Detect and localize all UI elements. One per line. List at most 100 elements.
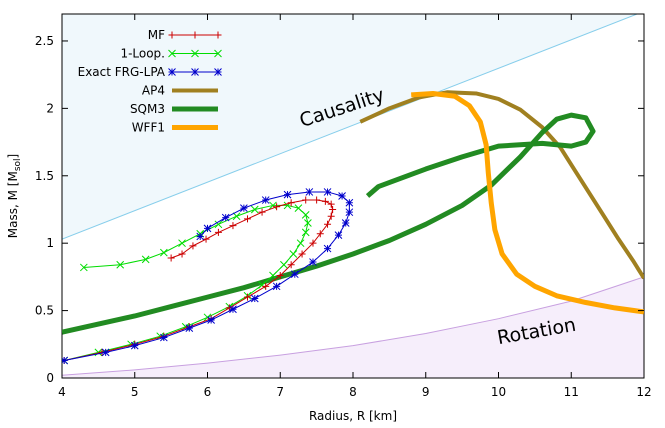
series-mf-point	[178, 250, 186, 258]
series-sqm3	[62, 112, 596, 335]
series-mf-point	[287, 199, 295, 207]
series-mf-point	[309, 239, 317, 247]
series-mf-point	[298, 250, 306, 258]
series-mf-point	[276, 272, 284, 280]
series-exact-frg-lpa-point	[334, 231, 343, 239]
series-exact-frg-lpa-point	[283, 190, 292, 199]
series-1-loop-point	[280, 260, 288, 269]
series-exact-frg-lpa-point	[345, 198, 354, 207]
x-axis-ticks: 4 5 6 7 8 9 10 11 12	[58, 14, 652, 399]
series-exact-frg-lpa-point	[309, 258, 317, 266]
series-exact-frg-lpa-point	[323, 188, 332, 196]
legend-marker-1-loop	[191, 49, 199, 58]
x-tick-label: 11	[564, 385, 579, 399]
series-exact-frg-lpa-point	[207, 316, 215, 324]
series-1-loop-point	[296, 239, 305, 248]
legend-marker-exact-frg-lpa	[214, 68, 222, 76]
legend-label-mf: MF	[148, 28, 165, 42]
regions-layer	[62, 14, 644, 378]
series-exact-frg-lpa-point	[203, 224, 212, 233]
series-wff1-line	[411, 91, 644, 315]
series-exact-frg-lpa-point	[130, 341, 139, 350]
y-tick-label: 0.5	[35, 304, 54, 318]
series-1-loop-point	[79, 263, 88, 272]
series-exact-frg-lpa-point	[323, 244, 332, 253]
series-1-loop-point	[294, 204, 303, 212]
series-mf-point	[167, 254, 175, 262]
series-1-loop-line	[64, 204, 309, 361]
series-mf-point	[313, 196, 321, 204]
x-tick-label: 12	[636, 385, 651, 399]
series-exact-frg-lpa-point	[341, 219, 350, 227]
series-1-loop-point	[250, 205, 259, 214]
series-mf-point	[302, 196, 310, 204]
legend-marker-exact-frg-lpa	[191, 68, 199, 76]
series-exact-frg-lpa-point	[345, 208, 354, 217]
series-mf-point	[324, 220, 332, 228]
series-mf-point	[202, 235, 210, 243]
series-exact-frg-lpa-point	[261, 196, 270, 204]
legend: MF 1-Loop. Exact FRG-LPA AP4 SQM3 WFF1	[78, 28, 222, 135]
series-mf-point	[329, 205, 337, 213]
series-exact-frg-lpa-point	[272, 282, 281, 291]
series-1-loop-point	[269, 271, 277, 280]
series-wff1	[411, 91, 644, 315]
y-tick-label: 1.5	[35, 169, 54, 183]
series-mf-point	[214, 228, 222, 236]
legend-label-1-loop: 1-Loop.	[120, 47, 165, 61]
series-layer	[62, 90, 644, 365]
legend-label-sqm3: SQM3	[130, 102, 165, 116]
x-axis-label: Radius, R [km]	[309, 409, 397, 423]
rotation-boundary	[62, 276, 644, 376]
series-exact-frg-lpa-point	[250, 294, 259, 303]
series-mf-point	[258, 208, 266, 216]
series-mf-point	[189, 242, 197, 250]
x-tick-label: 4	[58, 385, 66, 399]
y-axis-label-sub: sol	[13, 158, 23, 171]
series-exact-frg-lpa-point	[101, 348, 110, 357]
legend-marker-mf	[214, 31, 222, 39]
y-tick-label: 0	[46, 371, 54, 385]
causality-boundary	[62, 14, 639, 240]
series-mf-point	[244, 215, 252, 223]
x-tick-label: 10	[491, 385, 506, 399]
causality-region	[62, 14, 644, 240]
y-axis-label-main: Mass, M [M	[6, 171, 20, 238]
series-mf-point	[273, 203, 281, 211]
series-exact-frg-lpa	[62, 188, 354, 365]
rotation-region	[62, 276, 644, 378]
legend-marker-mf	[168, 31, 176, 39]
series-exact-frg-lpa-point	[338, 192, 346, 200]
series-1-loop-point	[159, 248, 168, 257]
series-exact-frg-lpa-point	[185, 324, 194, 332]
series-1-loop-point	[178, 239, 186, 248]
legend-marker-exact-frg-lpa	[168, 68, 176, 76]
y-tick-label: 1	[46, 236, 54, 250]
y-tick-label: 2.5	[35, 34, 54, 48]
series-exact-frg-lpa-point	[221, 213, 230, 222]
legend-label-ap4: AP4	[142, 84, 165, 98]
series-mf-point	[316, 230, 324, 238]
series-exact-frg-lpa-point	[229, 305, 237, 314]
x-tick-label: 8	[349, 385, 357, 399]
series-mf-point	[229, 222, 237, 230]
x-tick-label: 9	[422, 385, 430, 399]
series-mf-point	[287, 261, 295, 269]
series-1-loop-point	[289, 250, 298, 258]
series-exact-frg-lpa-point	[196, 232, 205, 241]
series-1-loop-point	[301, 211, 310, 219]
series-mf-point	[321, 197, 329, 205]
y-axis-label: Mass, M [Msol]	[6, 154, 23, 238]
series-mf-point	[327, 212, 335, 220]
legend-marker-1-loop	[214, 49, 222, 58]
series-1-loop-point	[214, 220, 223, 229]
series-mf-point	[262, 282, 270, 290]
y-axis-ticks: 0 0.5 1 1.5 2 2.5	[35, 34, 644, 385]
series-mf-point	[244, 293, 252, 301]
series-1-loop-point	[141, 255, 150, 264]
series-exact-frg-lpa-point	[159, 333, 168, 342]
legend-marker-mf	[191, 31, 199, 39]
series-mf-point	[327, 200, 335, 208]
x-tick-label: 7	[276, 385, 284, 399]
